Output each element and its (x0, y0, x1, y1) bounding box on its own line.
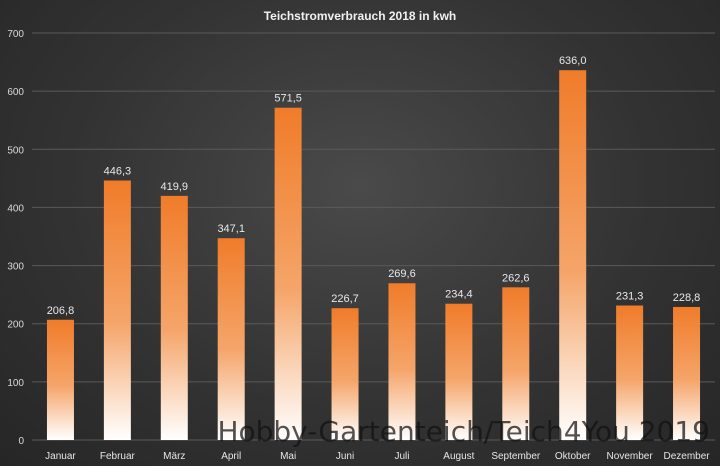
data-label: 206,8 (47, 305, 75, 317)
y-tick-label: 300 (7, 262, 24, 273)
data-label: 226,7 (331, 293, 359, 305)
data-labels: 206,8 446,3 419,9 347,1 571,5 226,7 269,6 234,4… (47, 55, 701, 317)
data-label: 347,1 (217, 223, 245, 235)
x-tick-label: Juli (394, 451, 409, 462)
bar (445, 303, 473, 440)
data-label: 269,6 (388, 268, 416, 280)
x-tick-label: Oktober (555, 451, 591, 462)
data-label: 228,8 (673, 292, 701, 304)
bar (160, 195, 188, 440)
x-tick-label: Juni (336, 451, 354, 462)
bar (46, 319, 74, 440)
y-tick-label: 700 (7, 29, 24, 40)
x-axis: Januar Februar März April Mai Juni Juli August S… (45, 451, 710, 462)
x-tick-label: September (491, 451, 541, 462)
bar (388, 283, 416, 440)
y-tick-label: 500 (7, 145, 24, 156)
y-axis: 0 100 200 300 400 500 600 700 (7, 29, 24, 447)
x-tick-label: April (221, 451, 241, 462)
bar (274, 107, 302, 441)
x-tick-label: August (443, 451, 474, 462)
gridlines (32, 32, 715, 441)
bar (331, 308, 359, 440)
x-tick-label: Januar (45, 451, 76, 462)
bars (46, 70, 701, 441)
y-tick-label: 400 (7, 203, 24, 214)
data-label: 571,5 (274, 93, 302, 105)
bar (673, 306, 701, 440)
data-label: 234,4 (445, 289, 473, 301)
data-label: 446,3 (104, 166, 132, 178)
bar (559, 70, 587, 440)
x-tick-label: März (163, 451, 185, 462)
data-label: 231,3 (616, 291, 644, 303)
bar (502, 287, 530, 440)
bar (217, 238, 245, 440)
y-tick-label: 0 (18, 436, 24, 447)
x-tick-label: Dezember (663, 451, 710, 462)
y-tick-label: 600 (7, 87, 24, 98)
data-label: 262,6 (502, 272, 530, 284)
chart-title: Teichstromverbrauch 2018 in kwh (264, 9, 457, 23)
data-label: 419,9 (161, 181, 189, 193)
data-label: 636,0 (559, 55, 587, 67)
y-tick-label: 100 (7, 378, 24, 389)
bar (616, 305, 644, 440)
x-tick-label: Februar (100, 451, 136, 462)
x-tick-label: Mai (280, 451, 296, 462)
watermark: Hobby-Gartenteich/Teich4You 2019 (217, 415, 710, 448)
y-tick-label: 200 (7, 320, 24, 331)
bar (103, 180, 131, 440)
x-tick-label: November (607, 451, 654, 462)
